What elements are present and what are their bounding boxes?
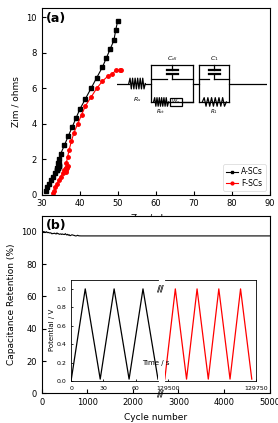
- Bar: [170, 98, 182, 106]
- Y-axis label: Zim / ohms: Zim / ohms: [12, 76, 21, 127]
- Text: $R_1$: $R_1$: [210, 107, 218, 116]
- Text: $C_{dl}$: $C_{dl}$: [167, 54, 177, 63]
- Text: $W_o$: $W_o$: [172, 97, 181, 107]
- Text: (a): (a): [46, 12, 66, 25]
- Text: $R_{ct}$: $R_{ct}$: [156, 107, 166, 116]
- X-axis label: Zre / ohms: Zre / ohms: [131, 214, 180, 223]
- Text: (b): (b): [46, 219, 67, 232]
- X-axis label: Cycle number: Cycle number: [124, 413, 187, 422]
- Text: $C_1$: $C_1$: [210, 54, 219, 63]
- Legend: A-SCs, F-SCs: A-SCs, F-SCs: [223, 165, 266, 191]
- Text: $R_s$: $R_s$: [133, 95, 141, 104]
- Text: Time / s: Time / s: [142, 360, 169, 366]
- Y-axis label: Capacitance Retention (%): Capacitance Retention (%): [7, 244, 16, 365]
